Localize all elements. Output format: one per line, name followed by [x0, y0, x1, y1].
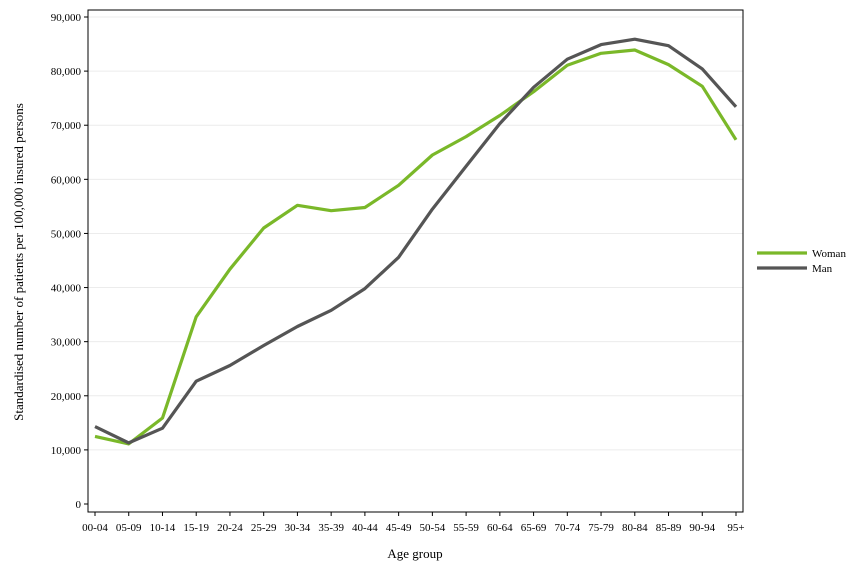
x-tick-label: 05-09 — [116, 522, 142, 534]
legend-label-man: Man — [812, 263, 833, 275]
x-axis-title: Age group — [387, 546, 442, 561]
y-tick-label: 20,000 — [51, 391, 82, 403]
y-tick-label: 40,000 — [51, 283, 82, 295]
x-tick-label: 10-14 — [150, 522, 176, 534]
x-axis-ticks: 00-04 05-09 10-14 15-19 20-24 25-29 30-34 35-39… — [82, 512, 745, 534]
y-tick-label: 50,000 — [51, 228, 82, 240]
y-tick-label: 70,000 — [51, 120, 82, 132]
plot-frame — [87, 9, 744, 513]
legend: Woman Man — [757, 248, 846, 275]
x-tick-label: 90-94 — [689, 522, 715, 534]
x-tick-label: 20-24 — [217, 522, 243, 534]
x-tick-label: 55-59 — [453, 522, 479, 534]
x-tick-label: 15-19 — [183, 522, 209, 534]
x-tick-label: 50-54 — [420, 522, 446, 534]
x-tick-label: 60-64 — [487, 522, 513, 534]
x-tick-label: 85-89 — [656, 522, 682, 534]
x-tick-label: 70-74 — [554, 522, 580, 534]
plot-background — [88, 10, 743, 512]
y-axis-title: Standardised number of patients per 100,… — [11, 103, 26, 421]
series-lines — [94, 37, 738, 446]
x-tick-label: 00-04 — [82, 522, 108, 534]
x-tick-label: 30-34 — [285, 522, 311, 534]
x-tick-label: 35-39 — [318, 522, 344, 534]
x-tick-label: 40-44 — [352, 522, 378, 534]
x-tick-label: 75-79 — [588, 522, 614, 534]
series-line-man — [94, 37, 738, 445]
y-tick-label: 60,000 — [51, 174, 82, 186]
y-tick-label: 90,000 — [51, 12, 82, 24]
y-axis-ticks: 0 10,000 20,000 30,000 40,000 50,000 60,000 70,… — [51, 12, 88, 511]
x-tick-label: 65-69 — [521, 522, 547, 534]
y-tick-label: 0 — [76, 499, 82, 511]
y-tick-label: 10,000 — [51, 445, 82, 457]
x-tick-label: 80-84 — [622, 522, 648, 534]
y-tick-label: 80,000 — [51, 66, 82, 78]
x-tick-label: 95+ — [727, 522, 744, 534]
legend-label-woman: Woman — [812, 248, 846, 260]
y-tick-label: 30,000 — [51, 337, 82, 349]
series-line-woman — [94, 48, 738, 446]
x-tick-label: 45-49 — [386, 522, 412, 534]
x-tick-label: 25-29 — [251, 522, 277, 534]
